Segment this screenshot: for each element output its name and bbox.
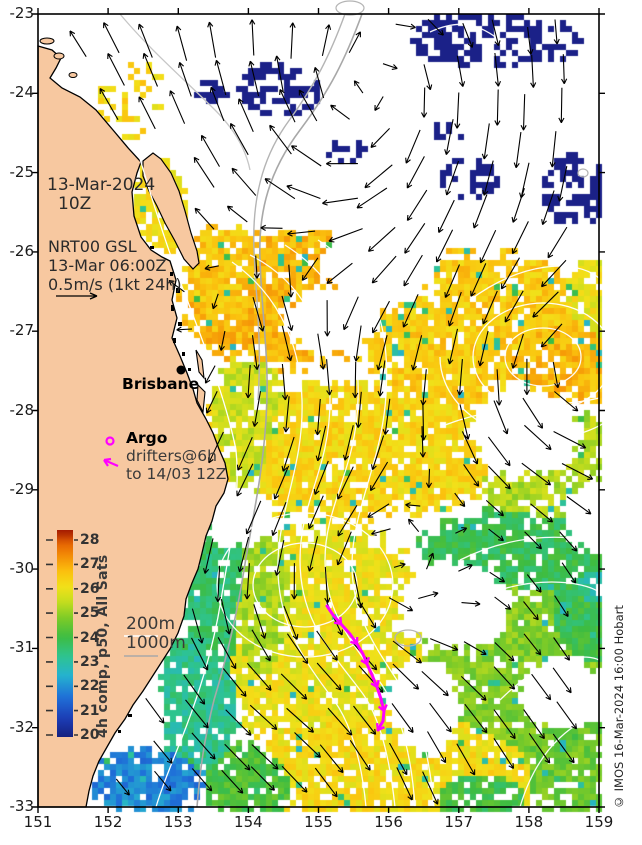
current-vectors — [69, 18, 594, 805]
axes-frame — [32, 8, 605, 813]
x-tick-label: 158 — [514, 813, 544, 831]
legend-drifters-label: drifters@6h — [126, 447, 217, 465]
y-tick-label: -31 — [9, 638, 35, 657]
drifter-track-arrowheads — [333, 616, 388, 732]
x-tick-label: 156 — [374, 813, 403, 831]
ssh-contours — [216, 23, 642, 808]
x-tick-label: 157 — [444, 813, 474, 831]
fraser-island — [142, 152, 200, 270]
drifter-legend-arrow — [103, 457, 119, 468]
colorbar-tick-label: 26 — [80, 580, 100, 597]
x-tick-label: 151 — [23, 813, 53, 831]
small-island — [39, 37, 55, 45]
legend-argo-label: Argo — [126, 429, 168, 447]
colorbar-tick-label: 21 — [80, 702, 100, 719]
y-tick-label: -30 — [9, 559, 35, 578]
isobath-200m-line — [137, 151, 238, 808]
sst-colorbar — [46, 530, 78, 737]
city-label-brisbane: Brisbane — [122, 375, 200, 393]
x-tick-label: 159 — [584, 813, 614, 831]
isobath-200m-label: 200m — [126, 614, 176, 634]
small-island — [68, 72, 78, 78]
x-tick-label: 152 — [93, 813, 123, 831]
isobath-contours — [119, 0, 589, 808]
y-tick-label: -23 — [9, 4, 35, 22]
model-name: NRT00 GSL — [48, 237, 137, 256]
colorbar-ticks — [46, 539, 78, 736]
isobath-1000m-label: 1000m — [126, 633, 186, 653]
x-tick-label: 153 — [163, 813, 193, 831]
y-tick-label: -26 — [9, 241, 35, 260]
small-island — [53, 52, 65, 60]
axis-ticks — [32, 8, 605, 813]
y-tick-label: -29 — [9, 479, 35, 498]
isobath-loop — [394, 629, 422, 647]
isobath-loop — [577, 168, 589, 178]
colorbar-tick-label: 23 — [80, 653, 100, 670]
y-tick-label: -27 — [9, 321, 35, 340]
y-tick-label: -25 — [9, 162, 35, 181]
y-tick-label: -32 — [9, 717, 35, 736]
city-marker-brisbane — [176, 365, 186, 375]
colorbar-gradient — [57, 530, 73, 737]
isobath-200m-line — [119, 13, 251, 171]
isobath-1000m-line — [196, 13, 363, 808]
colorbar-tick-label: 25 — [80, 605, 100, 622]
coastal-island — [195, 349, 205, 380]
isobath-loop — [335, 0, 365, 16]
argo-legend-marker — [105, 436, 115, 446]
colorbar-tick-label: 20 — [80, 727, 100, 743]
colorbar-tick-label: 22 — [80, 678, 100, 695]
x-tick-label: 154 — [234, 813, 263, 831]
y-tick-label: -24 — [9, 83, 35, 102]
map-timestamp-hour: 10Z — [58, 194, 92, 214]
coastal-specks — [118, 246, 191, 733]
coastal-island — [196, 383, 206, 414]
velocity-scale-arrow — [56, 292, 98, 300]
velocity-scale-label: 0.5m/s (1kt 24h) — [48, 275, 182, 294]
colorbar-tick-label: 27 — [80, 556, 100, 573]
legend-drifters-until: to 14/03 12Z — [126, 465, 227, 483]
land-layer — [37, 37, 229, 808]
isobath-1000m-line — [253, 13, 346, 401]
model-time: 13-Mar 06:00Z — [48, 256, 167, 275]
mainland-australia — [37, 45, 229, 808]
credit-text: © IMOS 16-Mar-2024 16:00 Hobart — [612, 605, 626, 809]
colorbar-tick-label: 28 — [80, 532, 100, 548]
current-vector-arrows — [69, 18, 594, 805]
colorbar-tick-label: 24 — [80, 629, 100, 646]
drifter-track — [325, 604, 388, 732]
x-tick-label: 155 — [304, 813, 333, 831]
map-timestamp-date: 13-Mar-2024 — [47, 175, 156, 195]
y-tick-label: -28 — [9, 400, 35, 419]
y-tick-label: -33 — [9, 797, 35, 815]
